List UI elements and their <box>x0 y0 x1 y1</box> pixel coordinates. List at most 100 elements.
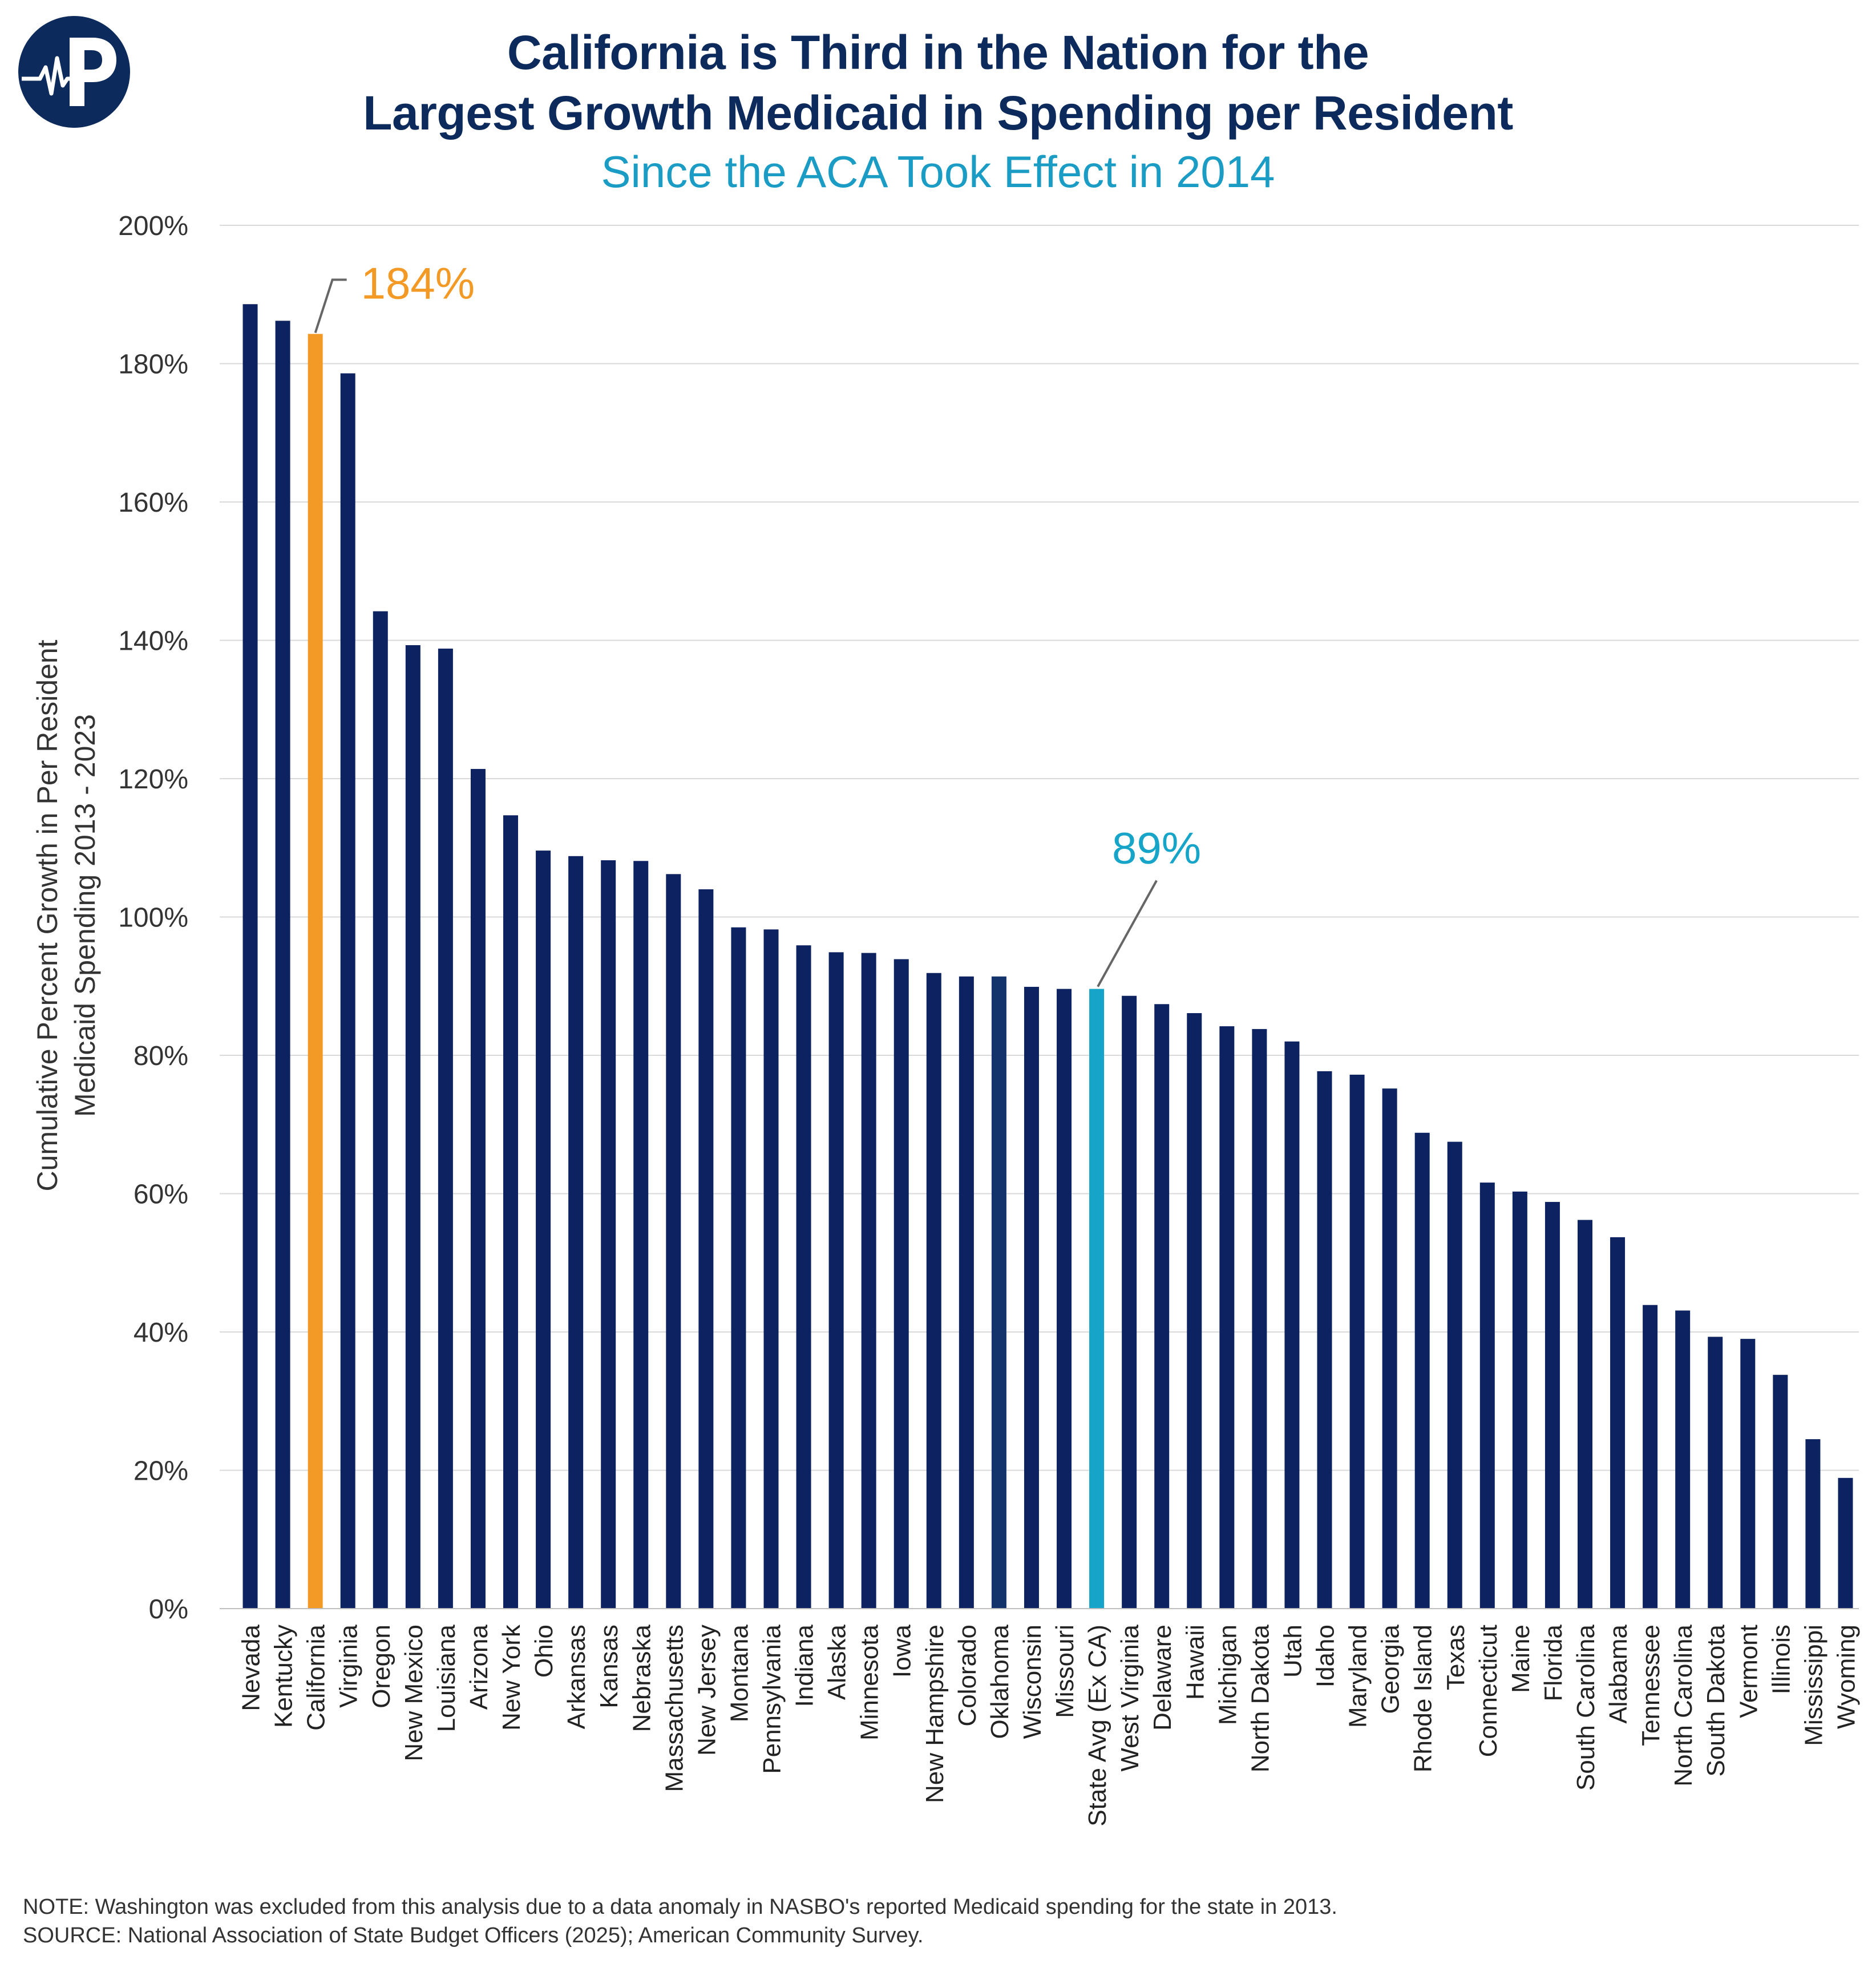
bar-nevada <box>242 304 258 1609</box>
bar-kentucky <box>275 321 290 1609</box>
y-tick-label: 180% <box>118 350 188 380</box>
x-tick-label: Wisconsin <box>1018 1625 1046 1739</box>
x-tick-label: Utah <box>1279 1625 1307 1678</box>
y-tick-label: 200% <box>118 211 188 241</box>
bar-alabama <box>1610 1237 1626 1609</box>
bar-rhode-island <box>1414 1132 1430 1609</box>
x-tick-label: Oregon <box>367 1625 395 1708</box>
annotation-leader-california <box>314 278 347 333</box>
y-tick-label: 20% <box>134 1456 188 1487</box>
x-tick-label: Kentucky <box>270 1625 298 1728</box>
bar-pennsylvania <box>763 929 779 1609</box>
y-tick-label: 40% <box>134 1318 188 1348</box>
x-tick-label: Montana <box>725 1624 753 1722</box>
bar-colorado <box>959 976 974 1609</box>
x-tick-label: Wyoming <box>1832 1625 1860 1729</box>
x-tick-label: Rhode Island <box>1409 1625 1437 1772</box>
annotation-leader-state-avg <box>1097 880 1158 987</box>
bar-michigan <box>1219 1026 1235 1609</box>
bar-new-mexico <box>405 645 421 1609</box>
bar-texas <box>1447 1141 1462 1609</box>
x-tick-label: North Carolina <box>1669 1624 1697 1786</box>
y-tick-label: 160% <box>118 488 188 518</box>
x-tick-label: Virginia <box>335 1624 363 1707</box>
x-tick-label: Indiana <box>791 1624 819 1707</box>
bar-montana <box>731 927 746 1609</box>
y-tick-label: 80% <box>134 1041 188 1071</box>
bar-maine <box>1512 1191 1527 1609</box>
bar-indiana <box>796 945 811 1609</box>
bar-illinois <box>1773 1375 1788 1609</box>
y-axis-label-line: Cumulative Percent Growth in Per Residen… <box>31 639 63 1191</box>
x-tick-label: Arkansas <box>563 1625 591 1729</box>
chart-title-line-2: Largest Growth Medicaid in Spending per … <box>363 86 1513 140</box>
x-tick-label: New Jersey <box>693 1625 721 1756</box>
bar-massachusetts <box>666 874 681 1609</box>
bar-connecticut <box>1479 1183 1495 1609</box>
x-tick-label: Vermont <box>1735 1625 1762 1718</box>
bar-delaware <box>1154 1004 1170 1609</box>
y-tick-label: 120% <box>118 764 188 795</box>
x-tick-label: South Dakota <box>1702 1624 1730 1776</box>
y-tick-label: 140% <box>118 626 188 657</box>
x-tick-label: Missouri <box>1051 1625 1079 1718</box>
bar-arizona <box>470 769 486 1609</box>
bar-iowa <box>893 959 909 1609</box>
x-tick-label: South Carolina <box>1572 1624 1600 1791</box>
bar-utah <box>1284 1041 1300 1609</box>
x-tick-label: Idaho <box>1312 1625 1340 1687</box>
bar-west-virginia <box>1122 995 1137 1609</box>
x-tick-label: Hawaii <box>1181 1625 1209 1700</box>
x-tick-label: Maine <box>1507 1625 1535 1693</box>
bar-state-avg-ex-ca <box>1089 989 1105 1609</box>
x-tick-label: Florida <box>1539 1624 1567 1701</box>
bar-ohio <box>536 851 551 1609</box>
y-tick-label: 100% <box>118 903 188 933</box>
bar-north-dakota <box>1252 1028 1267 1609</box>
bar-georgia <box>1382 1088 1397 1609</box>
heartbeat-p-logo-icon <box>18 16 130 128</box>
x-tick-label: Alabama <box>1604 1624 1632 1723</box>
x-tick-label: Texas <box>1442 1625 1470 1690</box>
bar-oklahoma <box>991 976 1006 1609</box>
x-tick-label: State Avg (Ex CA) <box>1083 1625 1111 1827</box>
bar-wyoming <box>1838 1477 1853 1609</box>
bar-minnesota <box>861 953 876 1609</box>
y-tick-label: 0% <box>149 1594 188 1625</box>
bar-virginia <box>340 373 355 1609</box>
x-tick-label: Pennsylvania <box>758 1624 786 1773</box>
bar-idaho <box>1317 1071 1332 1609</box>
y-axis-label-line: Medicaid Spending 2013 - 2023 <box>69 714 101 1117</box>
chart-subtitle: Since the ACA Took Effect in 2014 <box>601 147 1275 197</box>
x-tick-label: Georgia <box>1377 1624 1405 1714</box>
bar-north-carolina <box>1675 1310 1691 1609</box>
bar-missouri <box>1057 989 1072 1609</box>
x-tick-label: Iowa <box>888 1624 916 1677</box>
bar-arkansas <box>568 856 584 1609</box>
x-tick-label: Nebraska <box>628 1624 656 1732</box>
bar-vermont <box>1740 1339 1756 1609</box>
bar-tennessee <box>1643 1305 1658 1609</box>
bar-mississippi <box>1805 1439 1821 1609</box>
bar-louisiana <box>438 649 453 1609</box>
x-tick-label: West Virginia <box>1116 1624 1144 1771</box>
x-tick-label: North Dakota <box>1246 1624 1274 1772</box>
source-text: SOURCE: National Association of State Bu… <box>23 1924 924 1947</box>
x-tick-label: Colorado <box>953 1625 981 1727</box>
note-text: NOTE: Washington was excluded from this … <box>23 1895 1337 1919</box>
bar-south-carolina <box>1577 1220 1592 1609</box>
x-tick-label: Minnesota <box>856 1624 884 1740</box>
bar-south-dakota <box>1708 1337 1723 1609</box>
x-tick-label: Mississippi <box>1800 1625 1828 1746</box>
bar-new-hampshire <box>926 973 941 1609</box>
x-tick-label: New Mexico <box>400 1625 428 1762</box>
x-tick-label: Tennessee <box>1637 1625 1665 1746</box>
bar-nebraska <box>633 861 649 1609</box>
x-tick-label: Ohio <box>530 1625 558 1678</box>
x-tick-label: Arizona <box>465 1624 493 1710</box>
bar-california <box>308 334 323 1609</box>
bar-oregon <box>373 611 388 1609</box>
x-tick-label: Illinois <box>1767 1625 1795 1694</box>
bar-maryland <box>1349 1074 1365 1609</box>
